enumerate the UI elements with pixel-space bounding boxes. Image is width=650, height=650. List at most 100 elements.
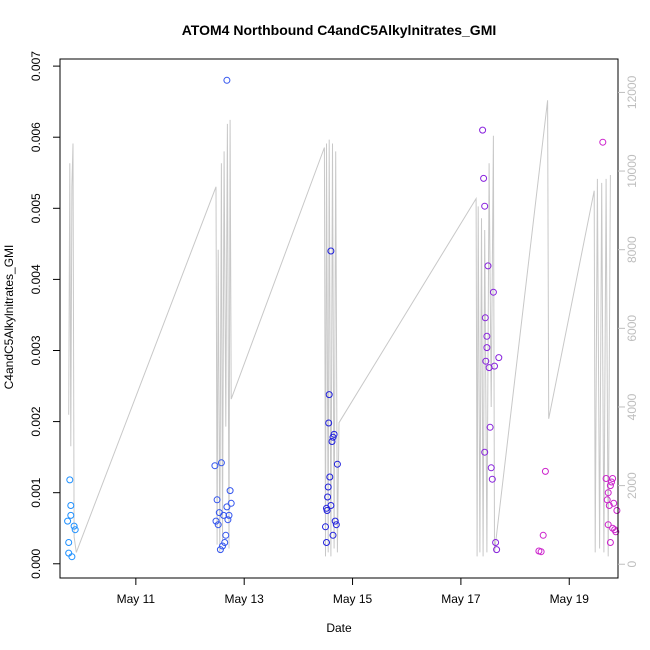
data-point [483,332,491,340]
data-point [329,531,337,539]
x-tick-label: May 19 [550,592,590,606]
data-point [495,354,503,362]
data-point [603,496,611,504]
x-tick-label: May 13 [225,592,265,606]
data-point [323,507,331,514]
data-point [64,517,72,525]
data-point [213,496,221,504]
y2-tick-label: 8000 [625,236,639,263]
data-point [599,138,607,146]
data-point [606,482,614,490]
secondary-series-line [68,100,611,557]
data-point [486,423,494,431]
data-point [211,462,219,470]
y2-tick-label: 2000 [625,472,639,499]
data-point [223,503,231,511]
data-point [332,521,340,529]
data-point [612,528,620,536]
data-point [214,521,222,529]
data-point [489,288,497,296]
x-axis-label: Date [326,621,352,635]
data-point [327,502,335,509]
data-point [225,511,233,519]
data-point [333,460,341,468]
data-point [487,464,495,472]
data-point [606,539,614,546]
data-point [227,499,235,507]
y-tick-label: 0.000 [29,548,43,578]
data-point [604,489,612,497]
plot-area [64,76,621,561]
data-point [326,473,334,481]
x-tick-label: May 15 [333,592,373,606]
data-point [491,362,498,370]
data-point [223,76,231,84]
data-point [604,521,612,529]
data-point [481,314,489,322]
data-point [65,539,73,546]
y-axis-label: C4andC5Alkylnitrates_GMI [2,245,16,390]
data-point [224,516,232,524]
data-point [325,391,333,399]
data-point [539,531,547,539]
data-point [480,174,488,182]
data-point [71,526,79,534]
data-point [212,517,220,525]
y-tick-label: 0.002 [29,406,43,436]
data-point [70,522,78,530]
y2-tick-label: 12000 [625,75,639,109]
y-tick-label: 0.006 [29,122,43,152]
data-point [220,511,228,519]
data-point [217,459,225,467]
data-point [328,438,336,445]
data-point [608,478,615,486]
y2-tick-label: 0 [625,561,639,568]
data-point [67,502,75,509]
data-point [327,247,335,255]
data-point [537,548,545,556]
data-point [483,344,491,352]
y2-tick-label: 10000 [625,154,639,188]
data-point [484,262,492,270]
data-point [488,475,496,483]
data-point [610,499,618,507]
data-point [68,553,76,561]
y-tick-label: 0.001 [29,477,43,507]
data-point [216,546,224,554]
y2-tick-label: 6000 [625,315,639,342]
y-tick-label: 0.004 [29,264,43,294]
data-point [226,487,234,495]
y2-tick-label: 4000 [625,393,639,420]
data-point [67,511,75,519]
data-point [481,202,489,210]
data-point [613,507,621,514]
data-point [541,467,549,475]
data-point [482,357,490,365]
y-tick-label: 0.003 [29,335,43,365]
data-point [605,502,613,509]
data-point [479,126,487,134]
data-point [323,539,330,546]
data-point [222,531,230,539]
data-point [322,523,329,531]
data-point [325,419,333,427]
data-point [330,430,338,438]
x-tick-label: May 11 [117,592,156,606]
data-point [481,448,489,456]
data-point [219,542,226,550]
data-point [324,483,332,491]
y-tick-label: 0.005 [29,193,43,223]
data-point [492,539,500,546]
chart-title: ATOM4 Northbound C4andC5Alkylnitrates_GM… [182,22,497,38]
data-point [324,493,332,501]
data-point [221,539,229,546]
data-point [331,517,339,525]
data-point [609,475,617,482]
plot-frame [59,58,619,579]
axes: May 11 May 13 May 15 May 17 May 19 0.000 0.001… [29,51,639,606]
x-tick-label: May 17 [441,592,481,606]
data-point [493,546,501,554]
y-tick-label: 0.007 [29,51,43,81]
data-point [66,476,74,484]
